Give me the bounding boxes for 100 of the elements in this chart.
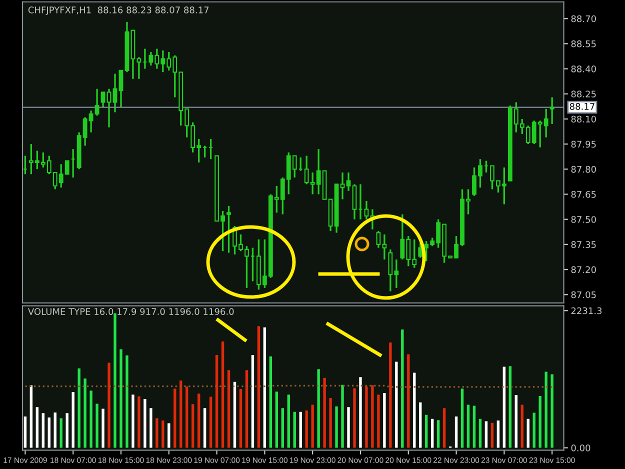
candlestick — [364, 200, 369, 220]
bar — [150, 408, 152, 448]
bar — [407, 354, 410, 448]
y-tick-label: 2231.3 — [571, 307, 602, 314]
y-tick-label: 87.20 — [571, 266, 596, 274]
candlestick — [100, 91, 106, 108]
bar — [36, 407, 39, 448]
bar — [281, 408, 284, 448]
bar — [162, 420, 164, 448]
bar — [401, 329, 404, 448]
bar — [389, 342, 392, 448]
bar — [478, 418, 482, 448]
bar — [203, 408, 206, 448]
bar — [114, 313, 116, 448]
bar — [180, 380, 182, 448]
bar — [66, 413, 68, 448]
y-tick-label: 87.05 — [571, 291, 596, 298]
bar — [174, 388, 176, 448]
y-tick-label: 88.10 — [571, 116, 596, 123]
y-tick-label: 87.95 — [571, 140, 596, 148]
bar — [526, 418, 530, 448]
bar — [490, 422, 494, 448]
bar — [144, 399, 146, 448]
bar — [227, 370, 230, 448]
chart-title: VOLUME TYPE 16.0 17.9 917.0 1196.0 1196.0 — [28, 308, 234, 315]
bar — [377, 394, 380, 448]
bar — [371, 385, 374, 448]
bar — [197, 394, 200, 448]
bar — [269, 356, 272, 448]
bar — [347, 407, 350, 448]
y-tick-label: 87.50 — [571, 216, 596, 223]
bar — [186, 386, 188, 448]
bar — [108, 362, 110, 448]
bar — [508, 366, 512, 448]
bar — [544, 372, 548, 448]
bar — [335, 406, 338, 448]
candlestick — [352, 183, 357, 220]
bar — [502, 366, 506, 448]
candlestick — [550, 96, 554, 125]
bar — [466, 404, 470, 448]
bar — [436, 420, 440, 448]
y-tick-label: 88.40 — [571, 66, 596, 72]
candlestick — [106, 88, 112, 128]
bar — [221, 342, 224, 448]
candlestick — [136, 56, 142, 80]
y-tick-label: 88.25 — [571, 90, 596, 98]
bar — [191, 404, 194, 448]
bar — [341, 384, 344, 448]
bar — [353, 388, 356, 448]
bar — [299, 412, 302, 448]
bar — [484, 421, 488, 448]
bar — [90, 390, 92, 448]
bar — [251, 354, 254, 448]
bar — [454, 416, 458, 448]
bar — [365, 386, 368, 448]
bar — [538, 396, 542, 448]
y-tick-label: 0.00 — [571, 444, 590, 452]
candlestick — [346, 172, 351, 192]
bar — [54, 412, 56, 448]
bar — [120, 349, 122, 448]
y-tick-label: 87.35 — [571, 241, 596, 248]
bar — [329, 398, 332, 448]
candlestick — [118, 70, 124, 108]
y-tick-label: 87.65 — [571, 190, 596, 198]
bar — [126, 355, 128, 448]
bar — [102, 408, 104, 448]
bar — [413, 372, 416, 448]
bar — [287, 394, 290, 448]
bar — [215, 354, 218, 448]
bar — [311, 404, 314, 448]
bar — [323, 378, 326, 448]
candlestick — [340, 172, 345, 200]
bar — [550, 374, 554, 448]
bar — [60, 418, 62, 448]
bar — [442, 408, 446, 448]
bar — [168, 423, 170, 448]
y-tick-label: 87.80 — [571, 166, 596, 173]
bar — [395, 362, 398, 448]
bar — [72, 392, 74, 448]
bar — [514, 394, 518, 448]
bar — [293, 412, 296, 448]
bar — [245, 370, 248, 448]
bar — [156, 418, 158, 448]
y-tick-label: 88.70 — [571, 15, 596, 22]
bar — [430, 418, 434, 448]
bar — [78, 368, 80, 448]
bar — [520, 404, 524, 448]
bar — [263, 327, 266, 448]
bar — [460, 388, 464, 448]
bar — [359, 377, 362, 448]
candlestick — [112, 72, 118, 114]
chart-title: CHFJPYFXF,H1 88.16 88.23 88.07 88.17 — [28, 6, 209, 16]
bar — [84, 378, 86, 448]
bar — [532, 412, 536, 448]
bar — [24, 416, 27, 448]
ref-line-label: 88.17 — [570, 103, 594, 110]
candlestick — [226, 205, 231, 254]
bar — [419, 402, 422, 448]
bar — [48, 418, 50, 448]
bar — [132, 394, 134, 448]
